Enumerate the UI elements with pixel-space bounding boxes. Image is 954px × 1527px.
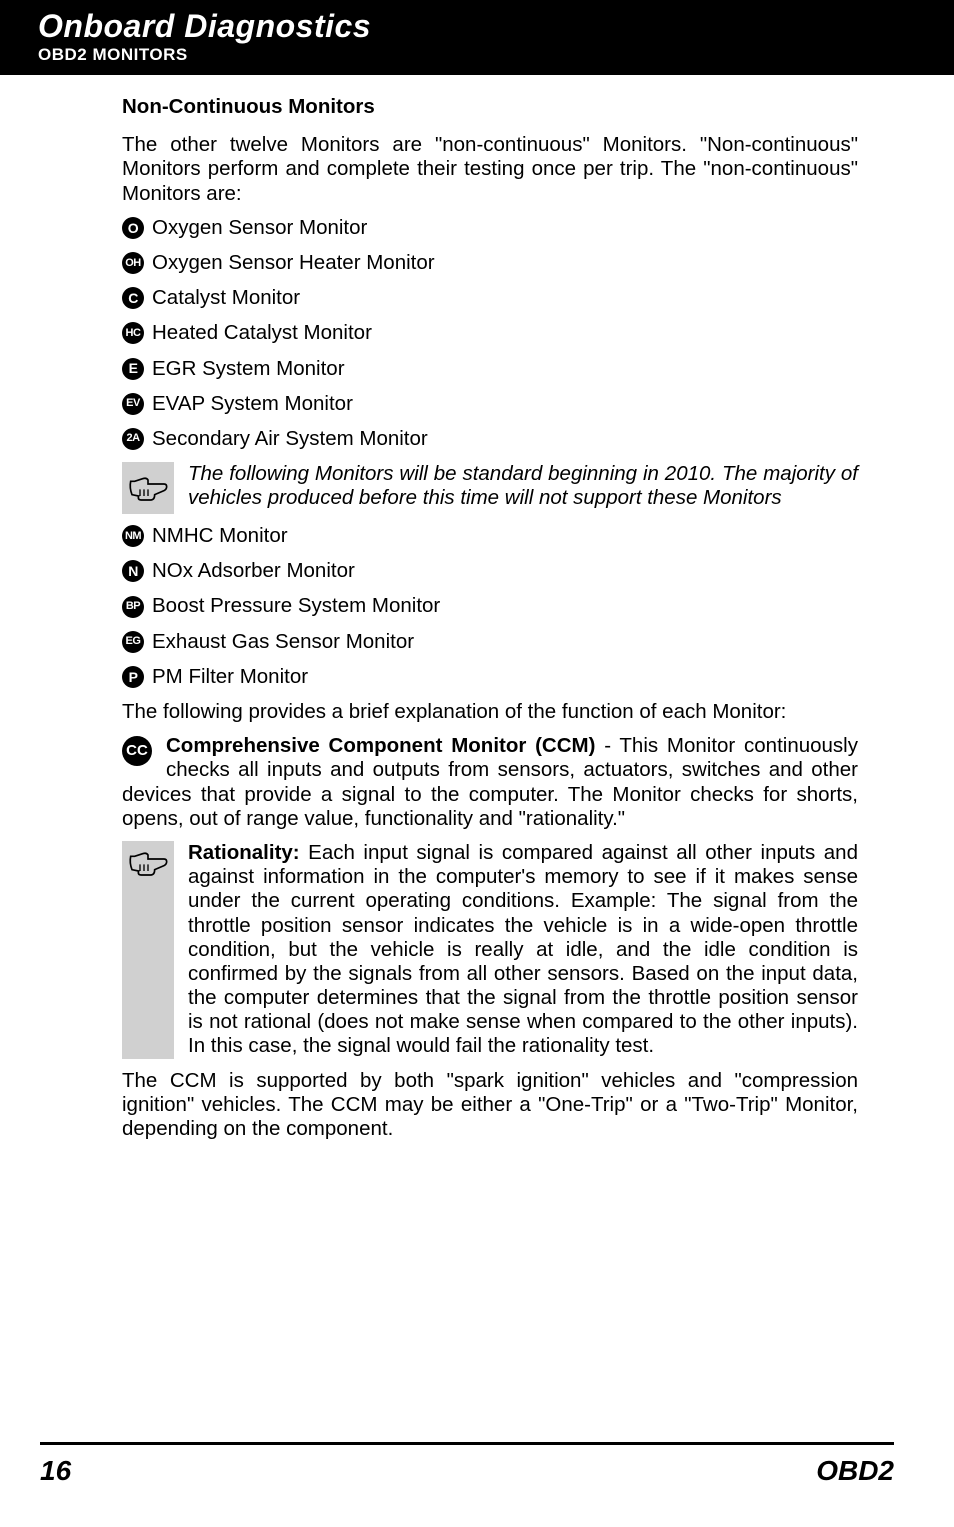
monitor-badge-icon: P xyxy=(122,666,144,688)
monitor-label: EVAP System Monitor xyxy=(152,392,353,416)
monitor-item: C Catalyst Monitor xyxy=(122,286,858,310)
final-paragraph: The CCM is supported by both "spark igni… xyxy=(122,1069,858,1142)
monitor-badge-icon: EG xyxy=(122,631,144,653)
monitor-label: Oxygen Sensor Heater Monitor xyxy=(152,251,435,275)
rationality-text: Rationality: Each input signal is compar… xyxy=(188,841,858,1059)
monitor-badge-icon: OH xyxy=(122,252,144,274)
monitor-badge-icon: O xyxy=(122,217,144,239)
monitor-label: EGR System Monitor xyxy=(152,357,345,381)
ccm-title: Comprehensive Component Monitor (CCM) xyxy=(166,734,595,757)
monitor-label: Secondary Air System Monitor xyxy=(152,427,428,451)
page-content: Non-Continuous Monitors The other twelve… xyxy=(0,75,954,1141)
monitor-item: O Oxygen Sensor Monitor xyxy=(122,216,858,240)
ccm-badge-wrap: CC xyxy=(122,736,152,766)
monitor-badge-icon: E xyxy=(122,358,144,380)
page-footer: 16 OBD2 xyxy=(40,1442,894,1487)
monitor-item: EG Exhaust Gas Sensor Monitor xyxy=(122,630,858,654)
monitor-badge-icon: HC xyxy=(122,322,144,344)
monitor-label: PM Filter Monitor xyxy=(152,665,308,689)
note-row: The following Monitors will be standard … xyxy=(122,462,858,514)
section-heading: Non-Continuous Monitors xyxy=(122,95,858,119)
monitor-label: Catalyst Monitor xyxy=(152,286,300,310)
monitor-badge-icon: N xyxy=(122,560,144,582)
note-text: The following Monitors will be standard … xyxy=(188,462,858,510)
monitor-item: NM NMHC Monitor xyxy=(122,524,858,548)
monitor-label: Exhaust Gas Sensor Monitor xyxy=(152,630,414,654)
monitor-item: 2A Secondary Air System Monitor xyxy=(122,427,858,451)
monitor-item: BP Boost Pressure System Monitor xyxy=(122,594,858,618)
header-subtitle: OBD2 MONITORS xyxy=(38,45,934,65)
ccm-paragraph: CC Comprehensive Component Monitor (CCM)… xyxy=(122,734,858,831)
pointing-hand-icon xyxy=(122,841,174,1059)
monitor-label: Oxygen Sensor Monitor xyxy=(152,216,367,240)
monitor-label: NMHC Monitor xyxy=(152,524,288,548)
monitor-list-1: O Oxygen Sensor Monitor OH Oxygen Sensor He… xyxy=(122,216,858,451)
monitor-item: P PM Filter Monitor xyxy=(122,665,858,689)
intro-paragraph: The other twelve Monitors are "non-conti… xyxy=(122,133,858,206)
monitor-list-2: NM NMHC Monitor N NOx Adsorber Monitor BP Boo… xyxy=(122,524,858,689)
monitor-item: EV EVAP System Monitor xyxy=(122,392,858,416)
footer-label: OBD2 xyxy=(816,1455,894,1487)
monitor-item: E EGR System Monitor xyxy=(122,357,858,381)
rationality-title: Rationality: xyxy=(188,841,300,864)
monitor-badge-icon: 2A xyxy=(122,428,144,450)
monitor-badge-icon: EV xyxy=(122,393,144,415)
page-number: 16 xyxy=(40,1455,71,1487)
monitor-badge-icon: C xyxy=(122,287,144,309)
rationality-row: Rationality: Each input signal is compar… xyxy=(122,841,858,1059)
monitor-label: NOx Adsorber Monitor xyxy=(152,559,355,583)
header-bar: Onboard Diagnostics OBD2 MONITORS xyxy=(0,0,954,75)
monitor-item: OH Oxygen Sensor Heater Monitor xyxy=(122,251,858,275)
brief-explanation-line: The following provides a brief explanati… xyxy=(122,700,858,724)
monitor-item: HC Heated Catalyst Monitor xyxy=(122,321,858,345)
header-title: Onboard Diagnostics xyxy=(38,8,934,45)
monitor-label: Heated Catalyst Monitor xyxy=(152,321,372,345)
monitor-badge-icon: BP xyxy=(122,596,144,618)
monitor-label: Boost Pressure System Monitor xyxy=(152,594,440,618)
pointing-hand-icon xyxy=(122,462,174,514)
ccm-badge-icon: CC xyxy=(122,736,152,766)
monitor-item: N NOx Adsorber Monitor xyxy=(122,559,858,583)
monitor-badge-icon: NM xyxy=(122,525,144,547)
